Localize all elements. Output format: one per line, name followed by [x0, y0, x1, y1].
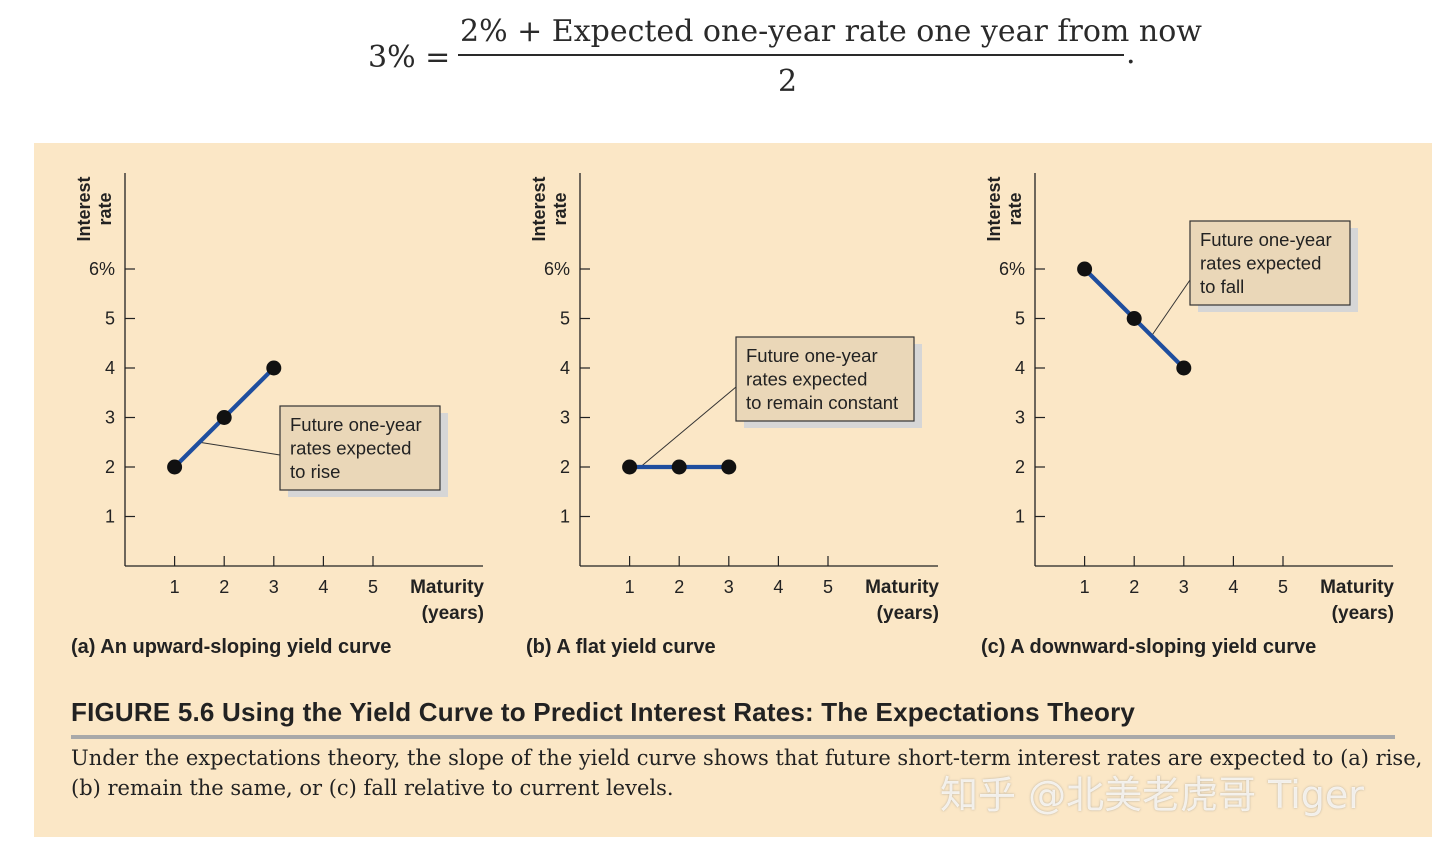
y-tick-label: 6%: [544, 259, 570, 279]
data-point: [1077, 261, 1093, 277]
callout-text: rates expected: [1200, 253, 1321, 274]
callout-box: [1189, 220, 1351, 306]
figure-caption: Under the expectations theory, the slope…: [71, 743, 1423, 803]
y-tick-label: 6%: [999, 259, 1025, 279]
y-tick-label: 4: [560, 358, 570, 378]
y-tick-label: 5: [560, 309, 570, 329]
x-tick-label: 2: [674, 577, 684, 597]
y-tick-label: 5: [105, 309, 115, 329]
y-axis-label: Interest rate: [529, 176, 570, 241]
expectations-equation: 3% = 2% + Expected one-year rate one yea…: [368, 10, 1202, 110]
data-point: [216, 410, 232, 425]
y-axis-label-line: Interest: [984, 176, 1004, 241]
x-tick-label: 3: [269, 577, 279, 597]
x-tick-label: 4: [318, 577, 328, 597]
y-tick-label: 3: [1015, 408, 1025, 428]
x-axis-label: Maturity: [865, 577, 939, 598]
data-point: [167, 459, 183, 475]
x-tick-label: 3: [724, 577, 734, 597]
x-tick-label: 2: [1129, 577, 1139, 597]
data-point: [671, 459, 687, 475]
callout-text: rates expected: [746, 369, 867, 390]
callout-text: to rise: [290, 461, 340, 482]
callout-text: Future one-year: [746, 345, 878, 366]
callout-text: rates expected: [290, 438, 411, 459]
chart-subtitle: (c) A downward-sloping yield curve: [981, 636, 1316, 658]
y-tick-label: 3: [560, 408, 570, 428]
x-tick-label: 5: [823, 577, 833, 597]
x-tick-label: 1: [170, 577, 180, 597]
x-tick-label: 4: [1228, 577, 1238, 597]
equation-lhs: 3% =: [368, 40, 451, 75]
equation-numerator: 2% + Expected one-year rate one year fro…: [460, 14, 1202, 49]
figure-title: FIGURE 5.6 Using the Yield Curve to Pred…: [71, 697, 1136, 727]
data-point: [1176, 360, 1192, 376]
chart-subtitle: (a) An upward-sloping yield curve: [71, 636, 391, 658]
x-tick-label: 3: [1179, 577, 1189, 597]
x-tick-label: 5: [1278, 577, 1288, 597]
equation-period: .: [1126, 36, 1136, 71]
y-axis-label-line: rate: [95, 192, 115, 225]
y-axis-label: Interest rate: [74, 176, 115, 241]
chart-c: 1 2 3 4 5 6% 1 2 3 4 5 Maturity (years) Interest rate F…: [981, 173, 1394, 658]
equation-denominator: 2: [778, 64, 798, 99]
callout-text: to fall: [1200, 276, 1244, 297]
y-tick-label: 6%: [89, 259, 115, 279]
callout-text: Future one-year: [1200, 229, 1332, 250]
x-tick-label: 5: [368, 577, 378, 597]
figure-panel: 1 2 3 4 5 6% 1 2 3 4 5 Maturity (years) Interest rate F…: [34, 143, 1432, 837]
x-tick-label: 1: [625, 577, 635, 597]
y-tick-label: 5: [1015, 309, 1025, 329]
data-point: [622, 459, 638, 475]
callout-box: [279, 405, 441, 491]
callout-leader: [1151, 279, 1191, 336]
y-axis-label-line: rate: [1005, 192, 1025, 225]
x-axis-label-units: (years): [877, 603, 939, 624]
data-point: [266, 360, 282, 376]
y-tick-label: 2: [105, 457, 115, 477]
callout-box: [735, 336, 915, 422]
x-tick-label: 4: [773, 577, 783, 597]
data-point: [721, 459, 737, 475]
callout-leader: [640, 386, 737, 468]
fraction-bar: [458, 54, 1124, 56]
caption-line: Under the expectations theory, the slope…: [71, 746, 1423, 770]
y-tick-label: 1: [105, 507, 115, 527]
chart-a: 1 2 3 4 5 6% 1 2 3 4 5 Maturity (years) Interest rate F…: [71, 173, 484, 658]
x-axis-label-units: (years): [422, 603, 484, 624]
y-axis-label-line: Interest: [529, 176, 549, 241]
x-tick-label: 2: [219, 577, 229, 597]
y-tick-label: 1: [560, 507, 570, 527]
chart-subtitle: (b) A flat yield curve: [526, 636, 716, 658]
caption-line: (b) remain the same, or (c) fall relativ…: [71, 776, 674, 800]
y-tick-label: 4: [1015, 358, 1025, 378]
y-axis-label-line: Interest: [74, 176, 94, 241]
figure-title-rule: [71, 735, 1395, 739]
x-axis-label: Maturity: [1320, 577, 1394, 598]
x-tick-label: 1: [1080, 577, 1090, 597]
data-point: [1126, 311, 1142, 326]
x-axis-label: Maturity: [410, 577, 484, 598]
y-tick-label: 2: [560, 457, 570, 477]
x-axis-label-units: (years): [1332, 603, 1394, 624]
watermark: 知乎 @北美老虎哥 Tiger: [940, 773, 1364, 817]
callout-text: Future one-year: [290, 414, 422, 435]
y-tick-label: 3: [105, 408, 115, 428]
y-axis-label-line: rate: [550, 192, 570, 225]
y-tick-label: 2: [1015, 457, 1025, 477]
y-tick-label: 4: [105, 358, 115, 378]
callout-leader: [199, 441, 281, 456]
y-axis-label: Interest rate: [984, 176, 1025, 241]
y-tick-label: 1: [1015, 507, 1025, 527]
chart-b: 1 2 3 4 5 6% 1 2 3 4 5 Maturity (years) Interest rate F…: [526, 173, 939, 658]
callout-text: to remain constant: [746, 392, 898, 413]
